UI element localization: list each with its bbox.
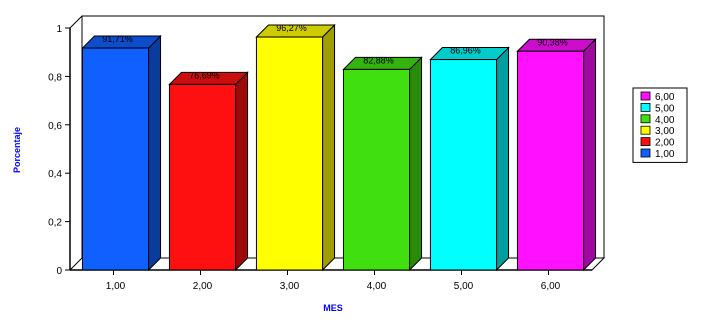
legend-swatch: [640, 114, 651, 124]
x-tick-label: 4,00: [367, 281, 387, 292]
bar-front: [81, 47, 150, 271]
bar-front: [255, 36, 324, 271]
y-axis-title: Porcentaje: [12, 127, 22, 173]
bar-side: [583, 38, 597, 272]
legend-item-label: 4,00: [655, 115, 675, 126]
x-tick-label: 3,00: [280, 281, 300, 292]
y-tick-label: 0,8: [48, 72, 62, 83]
y-tick-label: 0,2: [48, 218, 62, 229]
y-tick-label: 1: [56, 24, 62, 35]
bar-side: [409, 56, 423, 272]
legend-item-label: 5,00: [655, 103, 675, 114]
legend-item-label: 6,00: [655, 92, 675, 103]
bar-front: [168, 83, 237, 271]
legend-swatch: [640, 103, 651, 112]
bar: 82,88%: [342, 55, 423, 272]
x-tick-label: 5,00: [454, 281, 474, 292]
bar: 76,69%: [168, 70, 249, 272]
legend-item-label: 2,00: [655, 138, 675, 149]
x-tick-label: 6,00: [541, 281, 561, 292]
legend-swatch: [640, 148, 651, 158]
y-tick-label: 0,4: [48, 169, 62, 180]
bar-side: [496, 46, 510, 272]
legend-item-label: 1,00: [655, 149, 675, 160]
legend: 6,005,004,003,002,001,00: [632, 87, 688, 163]
legend-swatch: [640, 125, 651, 135]
bar: 86,96%: [429, 46, 510, 272]
bar-side: [235, 71, 249, 272]
data-label: 82,88%: [363, 55, 394, 65]
bar-front: [429, 59, 498, 271]
bar-side: [148, 34, 162, 272]
legend-item-label: 3,00: [655, 126, 675, 137]
legend-swatch: [640, 91, 651, 101]
x-tick-label: 2,00: [193, 281, 213, 292]
y-axis-depth-line: [69, 15, 83, 29]
bar-front: [342, 68, 411, 271]
legend-swatch: [640, 137, 651, 147]
data-label: 91,71%: [102, 34, 133, 44]
bar-front: [516, 50, 585, 271]
x-axis-title: MES: [323, 303, 343, 313]
bar-side: [322, 23, 336, 272]
y-tick-label: 0: [56, 266, 62, 277]
y-tick-label: 0,6: [48, 121, 62, 132]
x-tick-label: 1,00: [106, 281, 126, 292]
data-label: 90,38%: [537, 37, 568, 47]
bar: 96,27%: [255, 23, 336, 272]
bar: 91,71%: [81, 34, 162, 272]
data-label: 96,27%: [276, 23, 307, 33]
bar: 90,38%: [516, 37, 597, 272]
data-label: 86,96%: [450, 46, 481, 56]
data-label: 76,69%: [189, 70, 220, 80]
